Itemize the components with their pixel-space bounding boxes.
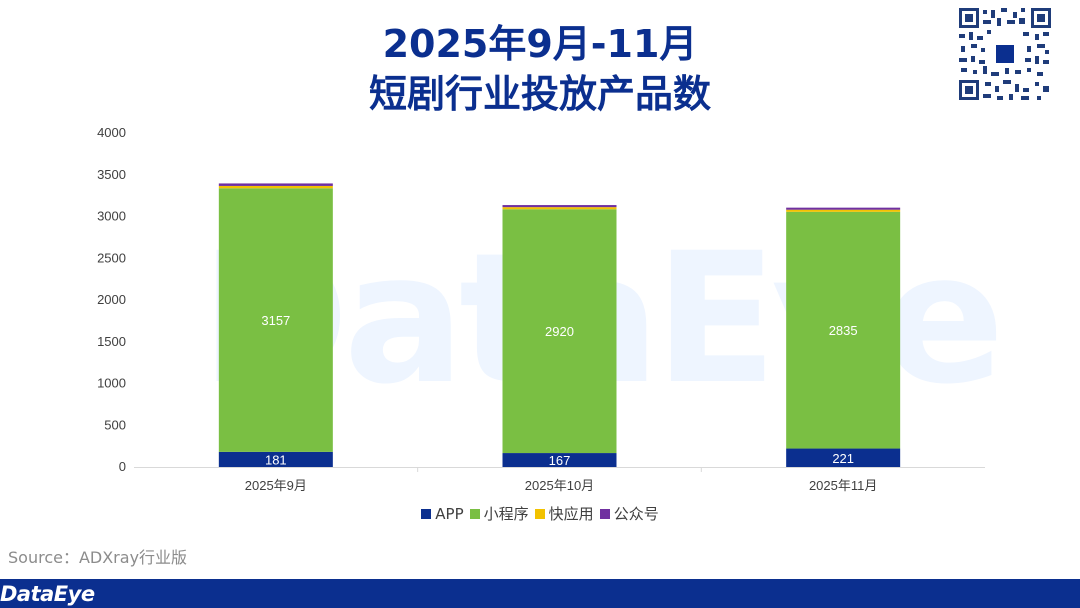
x-tick-label: 2025年10月 <box>525 478 594 493</box>
brand-logo: DataEye <box>0 582 95 606</box>
y-tick-label: 2000 <box>97 292 126 307</box>
y-tick-label: 3000 <box>97 209 126 224</box>
legend-item: APP <box>421 505 464 523</box>
bar-segment <box>502 209 617 454</box>
bars: 181 3157 167 2920 221 2835 <box>218 183 901 468</box>
y-axis: 0 500 1000 1500 2000 2500 3000 3500 4000 <box>97 125 126 474</box>
y-tick-label: 3500 <box>97 167 126 182</box>
legend-item: 快应用 <box>534 503 594 524</box>
bar-segment <box>786 209 901 212</box>
legend-label: 公众号 <box>613 505 659 523</box>
bar-segment <box>786 211 901 449</box>
legend: APP 小程序 快应用 公众号 <box>0 503 1080 524</box>
legend-swatch <box>421 509 432 519</box>
qr-code-icon <box>957 6 1053 102</box>
legend-label: 快应用 <box>548 505 594 523</box>
bar-segment <box>218 185 333 189</box>
y-tick-label: 1500 <box>97 334 126 349</box>
legend-label: 小程序 <box>483 505 529 523</box>
data-label: 181 <box>265 452 287 467</box>
data-label: 2835 <box>829 323 858 338</box>
chart-title-line1: 2025年9月-11月 <box>382 22 698 66</box>
x-tick-label: 2025年9月 <box>245 478 307 493</box>
bar-segment <box>786 207 901 210</box>
y-tick-label: 1000 <box>97 376 126 391</box>
bar-segment <box>786 448 901 467</box>
bar-segment <box>502 207 617 210</box>
x-tick-label: 2025年11月 <box>809 478 877 493</box>
legend-swatch <box>599 509 610 519</box>
source-note: Source：ADXray行业版 <box>8 548 188 567</box>
bar-segment <box>218 451 333 467</box>
chart-title-line2: 短剧行业投放产品数 <box>368 72 711 116</box>
legend-swatch <box>469 509 480 519</box>
data-label: 3157 <box>261 313 290 328</box>
data-label: 167 <box>549 453 571 468</box>
data-label: 2920 <box>545 324 574 339</box>
y-tick-label: 0 <box>119 459 126 474</box>
legend-item: 公众号 <box>599 503 659 524</box>
bar-segment <box>218 188 333 452</box>
data-label: 221 <box>832 451 854 466</box>
legend-swatch <box>534 509 545 519</box>
bar-segment <box>502 453 617 467</box>
y-tick-label: 500 <box>104 417 126 432</box>
x-axis: 2025年9月 2025年10月 2025年11月 <box>134 467 985 493</box>
legend-label: APP <box>435 505 464 523</box>
bar-segment <box>218 183 333 186</box>
stacked-bar-chart: 0 500 1000 1500 2000 2500 3000 3500 4000 181 3157… <box>97 125 985 493</box>
bar-segment <box>502 205 617 208</box>
footer-bar <box>0 579 1080 608</box>
y-tick-label: 4000 <box>97 125 126 140</box>
y-tick-label: 2500 <box>97 250 126 265</box>
legend-item: 小程序 <box>469 503 529 524</box>
